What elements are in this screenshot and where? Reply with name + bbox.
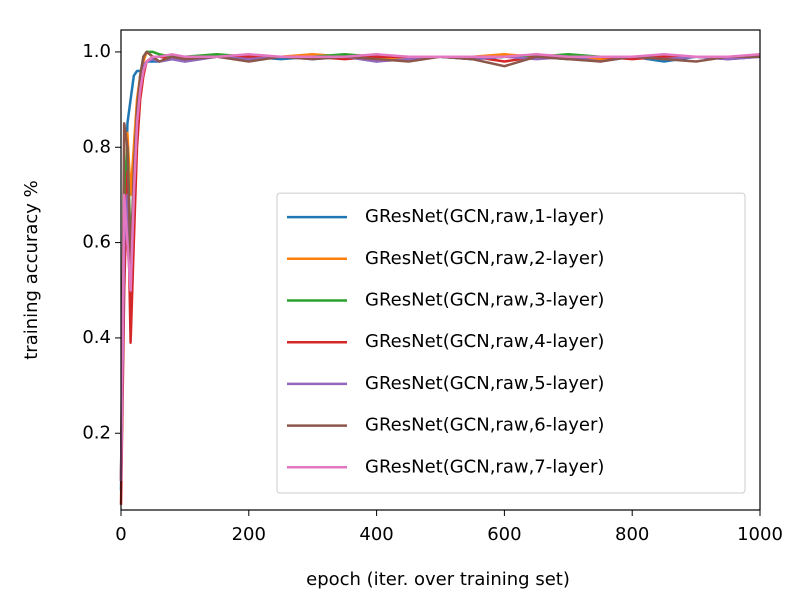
x-tick-label: 800 [615,524,649,545]
y-tick-label: 0.8 [82,136,111,157]
x-tick-label: 600 [487,524,521,545]
x-tick-label: 200 [232,524,266,545]
legend-label: GResNet(GCN,raw,2-layer) [365,248,604,269]
legend-label: GResNet(GCN,raw,6-layer) [365,415,604,436]
y-axis-label: training accuracy % [21,180,42,360]
series-line [119,53,761,481]
legend-label: GResNet(GCN,raw,4-layer) [365,331,604,352]
y-tick-label: 0.2 [82,422,111,443]
plot-frame [120,29,761,511]
legend-label: GResNet(GCN,raw,3-layer) [365,290,604,311]
legend-label: GResNet(GCN,raw,7-layer) [365,456,604,477]
x-tick-label: 1000 [737,524,783,545]
x-axis-label: epoch (iter. over training set) [306,569,570,590]
y-tick-label: 0.4 [82,327,111,348]
legend-label: GResNet(GCN,raw,5-layer) [365,373,604,394]
y-tick-label: 1.0 [82,41,111,62]
y-tick-label: 0.6 [82,232,111,253]
legend-label: GResNet(GCN,raw,1-layer) [365,206,604,227]
x-tick-label: 400 [359,524,393,545]
x-tick-label: 0 [115,524,126,545]
legend-box [276,192,746,494]
